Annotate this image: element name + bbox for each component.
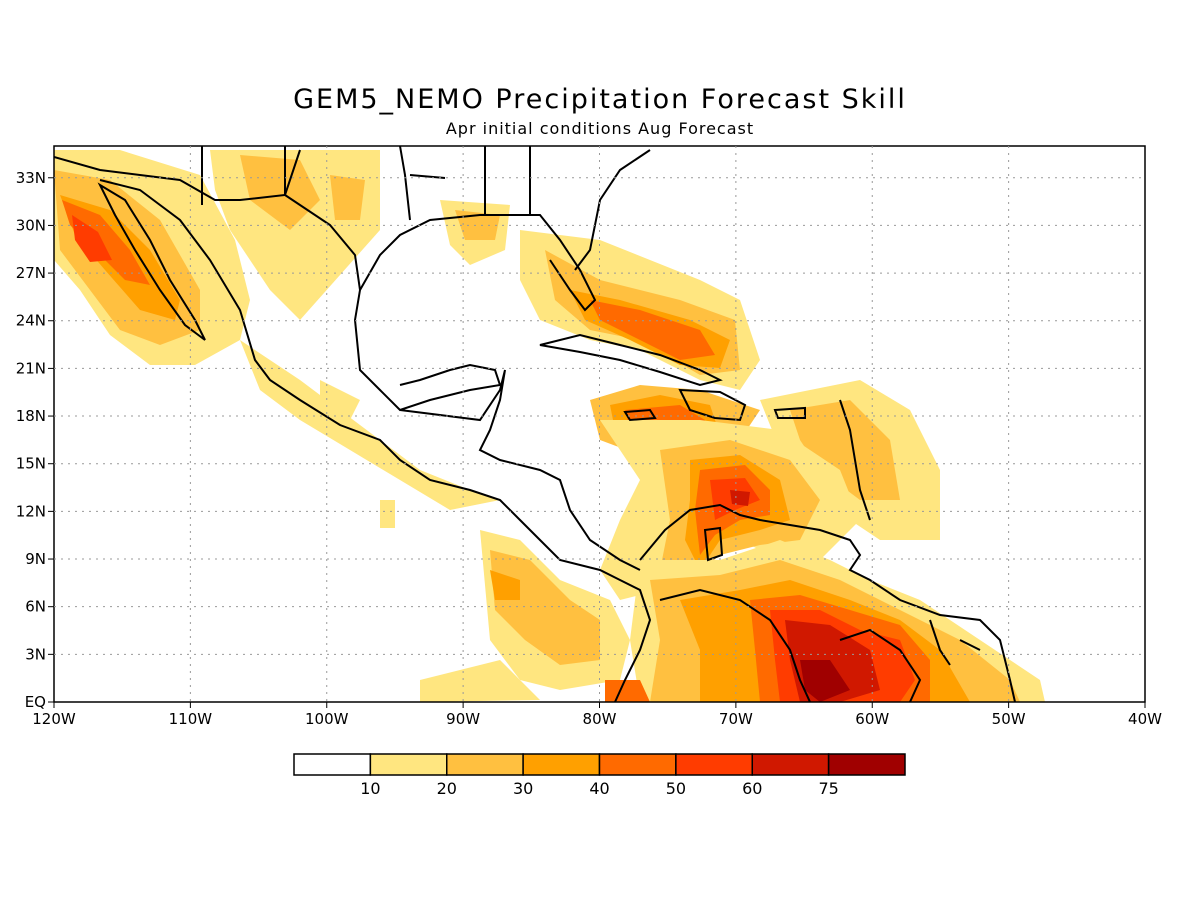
colorbar-swatch (522, 753, 601, 776)
lon-tick-label: 70W (719, 710, 753, 728)
colorbar-swatch (827, 753, 906, 776)
colorbar-swatch (446, 753, 524, 776)
lon-tick-label: 100W (305, 710, 349, 728)
lon-tick-label: 120W (32, 710, 76, 728)
coastlines (54, 146, 1016, 702)
lat-tick-label: EQ (25, 693, 46, 711)
lat-tick-label: 12N (16, 502, 46, 520)
lat-tick-label: 6N (25, 598, 46, 616)
colorbar-swatch (598, 753, 677, 776)
colorbar: 10 20 30 40 50 60 75 (293, 753, 906, 798)
lon-tick-label: 50W (992, 710, 1026, 728)
lat-tick-label: 24N (16, 312, 46, 330)
colorbar-label: 10 (360, 779, 380, 798)
lat-tick-label: 18N (16, 407, 46, 425)
lon-tick-label: 40W (1128, 710, 1162, 728)
lat-tick-label: 33N (16, 169, 46, 187)
map-subtitle: Apr initial conditions Aug Forecast (445, 119, 755, 138)
colorbar-swatch (369, 753, 448, 776)
colorbar-swatch (293, 753, 372, 776)
skill-shading (54, 150, 1045, 702)
gridlines (54, 146, 1145, 702)
lat-tick-label: 15N (16, 455, 46, 473)
colorbar-label: 50 (666, 779, 686, 798)
colorbar-label: 40 (589, 779, 609, 798)
lat-tick-label: 27N (16, 264, 46, 282)
lat-tick-label: 21N (16, 359, 46, 377)
colorbar-swatch (675, 753, 753, 776)
lat-tick-label: 9N (25, 550, 46, 568)
axis-ticks: 120W 110W 100W 90W 80W 70W 60W 50W 40W 33N 30N 27N 2… (16, 169, 1162, 728)
lon-tick-label: 110W (169, 710, 213, 728)
lon-tick-label: 90W (446, 710, 480, 728)
map-title: GEM5_NEMO Precipitation Forecast Skill (293, 84, 907, 115)
colorbar-label: 60 (742, 779, 762, 798)
colorbar-label: 75 (818, 779, 838, 798)
colorbar-swatch (751, 753, 830, 776)
lat-tick-label: 30N (16, 216, 46, 234)
lat-tick-label: 3N (25, 645, 46, 663)
lon-tick-label: 60W (855, 710, 889, 728)
lon-tick-label: 80W (583, 710, 617, 728)
colorbar-label: 30 (513, 779, 533, 798)
colorbar-label: 20 (437, 779, 457, 798)
